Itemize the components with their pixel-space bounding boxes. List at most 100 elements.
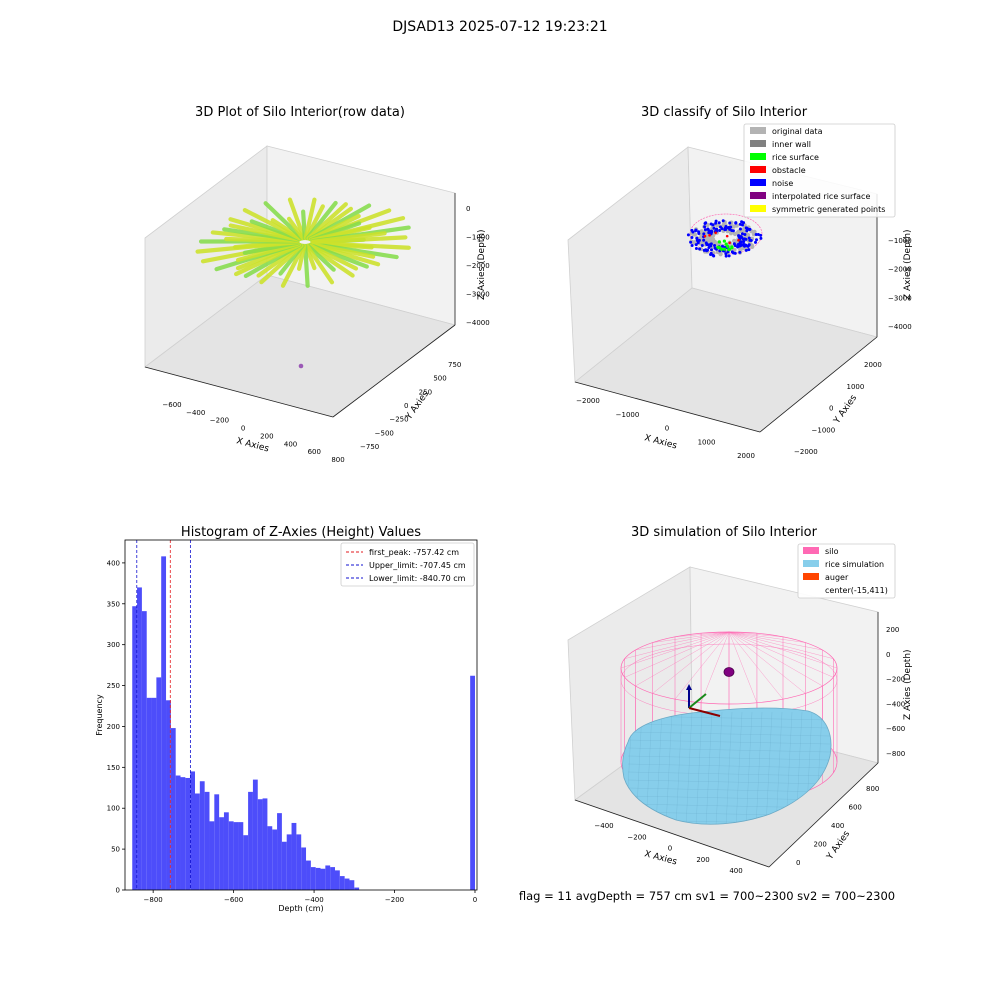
- rice-mesh-line: [627, 755, 831, 761]
- rice-mesh-line: [755, 711, 763, 825]
- silo-roof-line: [728, 631, 757, 634]
- histogram-bar: [175, 775, 181, 890]
- noise-point: [743, 233, 747, 237]
- noise-point: [738, 222, 742, 226]
- panel1-point-cloud: [195, 197, 411, 288]
- tick-label: −750: [360, 443, 379, 451]
- legend-label: first_peak: -757.42 cm: [369, 548, 459, 557]
- tick-label: −800: [886, 750, 905, 758]
- tick-label: −200: [627, 833, 646, 841]
- legend-label: silo: [825, 547, 839, 556]
- histogram-bar: [243, 835, 249, 890]
- legend-swatch: [750, 127, 766, 134]
- obstacle-point: [737, 238, 740, 242]
- tick-label: 0: [404, 402, 408, 410]
- legend-label: rice simulation: [825, 560, 884, 569]
- histogram-bar: [306, 860, 311, 890]
- legend-swatch: [750, 166, 766, 173]
- legend-label: noise: [772, 179, 793, 188]
- noise-point: [694, 246, 698, 250]
- histogram-bar: [330, 867, 335, 890]
- noise-point: [697, 232, 701, 236]
- tick-label: 200: [696, 856, 709, 864]
- noise-point: [742, 221, 746, 225]
- rice-mesh-line: [675, 711, 683, 825]
- panel4-x-tick-labels: −400 −200 0 200 400: [594, 822, 742, 875]
- histogram-legend: first_peak: -757.42 cm Upper_limit: -707.…: [340, 542, 475, 587]
- rice-surface-point: [730, 245, 734, 249]
- noise-point: [713, 243, 717, 247]
- status-footer: flag = 11 avgDepth = 757 cm sv1 = 700~23…: [519, 889, 895, 903]
- rice-mesh-line: [627, 739, 831, 745]
- rice-mesh-line: [695, 711, 703, 825]
- y-tick-label: 250: [107, 682, 120, 690]
- tick-label: −2000: [794, 448, 818, 456]
- noise-point: [724, 254, 728, 258]
- histogram-bar: [349, 880, 355, 890]
- silo-roof-line: [674, 631, 730, 638]
- tick-label: −200: [886, 676, 905, 684]
- noise-point: [756, 233, 760, 237]
- histogram-bars: [132, 556, 475, 890]
- noise-point: [703, 225, 707, 229]
- histogram-bar: [277, 813, 282, 890]
- silo-roof-line: [728, 631, 823, 651]
- noise-point: [710, 248, 714, 252]
- silo-roof-line: [728, 631, 834, 659]
- point-cloud-scan-line: [287, 197, 306, 241]
- rice-mesh-line: [655, 711, 663, 825]
- obstacle-point: [728, 241, 731, 245]
- point-cloud-scan-line: [263, 201, 305, 241]
- tick-label: 800: [866, 785, 879, 793]
- panel1-title: 3D Plot of Silo Interior(row data): [195, 105, 405, 120]
- noise-point: [749, 239, 753, 243]
- histogram-bar: [214, 794, 220, 890]
- tick-label: −4000: [466, 319, 490, 327]
- silo-roof-line: [728, 631, 758, 703]
- histogram-bar: [233, 822, 239, 890]
- noise-point: [721, 219, 725, 223]
- panel2-classified-points: [686, 213, 763, 258]
- point-cloud-scan-line: [310, 235, 408, 245]
- histogram-bar: [228, 821, 234, 890]
- panel2-legend: original data inner wall rice surface obsta…: [743, 123, 896, 218]
- noise-point: [724, 252, 728, 256]
- noise-point: [711, 223, 715, 227]
- rice-mesh-line: [627, 771, 831, 777]
- histogram-bar: [286, 834, 292, 890]
- noise-point: [740, 232, 744, 236]
- obstacle-point: [703, 234, 707, 238]
- silo-roof-line: [728, 631, 784, 700]
- histogram-bar: [190, 771, 195, 890]
- tick-label: −250: [389, 416, 408, 424]
- point-cloud-scan-line: [303, 243, 310, 288]
- panel2-z-axis-label: Z Axies (Depth): [903, 229, 913, 300]
- panel-raw-3d-plot: 3D Plot of Silo Interior(row data) −600−…: [144, 105, 490, 464]
- noise-point: [710, 229, 714, 233]
- histogram-bar: [248, 791, 253, 890]
- histogram-bar: [156, 677, 162, 890]
- tick-label: 200: [814, 841, 827, 849]
- noise-point: [717, 221, 721, 225]
- y-tick-label: 0: [116, 887, 120, 895]
- original-data-point: [710, 237, 716, 242]
- obstacle-point: [708, 234, 711, 237]
- noise-point: [713, 246, 717, 250]
- legend-swatch: [750, 179, 766, 186]
- histogram-bar: [334, 870, 340, 890]
- noise-point: [744, 248, 748, 252]
- legend-label: center(-15,411): [825, 586, 888, 595]
- tick-label: −1000: [466, 234, 490, 242]
- histogram-bar: [180, 777, 186, 890]
- noise-point: [754, 233, 758, 237]
- noise-point: [691, 230, 695, 234]
- noise-point: [686, 233, 690, 237]
- y-tick-label: 350: [107, 600, 120, 608]
- rice-mesh-line: [627, 787, 831, 793]
- noise-point: [714, 219, 718, 223]
- legend-label: interpolated rice surface: [772, 192, 870, 201]
- legend-swatch: [750, 205, 766, 212]
- point-cloud-scan-line: [303, 197, 317, 241]
- histogram-bar: [141, 611, 147, 890]
